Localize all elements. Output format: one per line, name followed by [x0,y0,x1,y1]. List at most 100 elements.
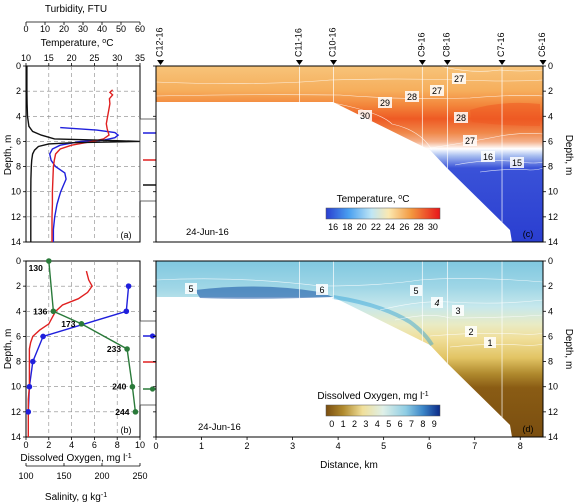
station-lines-d [299,261,503,437]
station-marker [443,60,451,65]
salinity-data-label: 244 [115,407,129,417]
panel-b-lines [27,261,137,437]
series-line-b-1 [27,270,93,437]
do-tick-label: 4 [69,440,74,450]
data-point [26,383,33,390]
turbidity-axis-label: Turbidity, FTU [45,4,107,15]
contour-label-bg [410,285,422,296]
depth-tick-label: 4 [548,306,553,316]
contour-27-lower [429,133,544,149]
data-point [124,346,130,352]
depth-tick-label: 4 [548,111,553,121]
colorbar-tick-label: 18 [342,222,352,232]
contour-label-bg [431,297,443,308]
depth-tick-label: 2 [548,281,553,291]
station-label: C9-16 [416,32,426,57]
contour-label-bg [378,97,392,108]
salinity-data-label: 240 [112,382,126,392]
colorbar-tick-label: 28 [414,222,424,232]
depth-tick-label: 4 [16,111,21,121]
colorbar-tick-label: 8 [420,419,425,429]
colorbar-tick-label: 22 [371,222,381,232]
salinity-axis-label: Salinity, g kg-1 [45,492,107,504]
depth-tick-label: 12 [548,407,558,417]
salinity-tick-label: 150 [56,471,71,481]
colorbar-tick-label: 30 [428,222,438,232]
contour-label: 6 [319,285,324,295]
contour-label: 29 [380,98,390,108]
contour-label-bg [454,112,468,123]
station-marker [539,60,547,65]
contour-27 [439,65,544,72]
contour-do-4 [379,299,544,311]
data-point [30,358,36,365]
panel-c-depth-label: Depth, m [563,135,574,176]
colorbar-tick-label: 0 [329,419,334,429]
contour-do-1 [449,343,544,348]
contour-label-bg [430,85,444,96]
temp-colorbar-title: Temperature, oC [337,194,410,206]
depth-tick-label: 6 [16,136,21,146]
salinity-data-label: 173 [61,319,75,329]
distance-tick-label: 6 [427,441,432,451]
do-tick-label: 10 [135,440,145,450]
contour-label: 27 [454,74,464,84]
contour-do-2 [429,332,544,337]
depth-tick-label: 8 [16,357,21,367]
depth-tick-label: 0 [548,61,553,71]
contour-label-bg [405,91,419,102]
contour-label: 15 [512,158,522,168]
distance-tick-label: 0 [153,441,158,451]
turbidity-tick-label: 10 [40,24,50,34]
turbidity-tick-label: 60 [135,24,145,34]
temp-tick-label: 30 [112,53,122,63]
distance-tick-label: 2 [245,441,250,451]
contour-do-5 [155,278,544,287]
distance-axis-label: Distance, km [320,460,378,471]
temperature-section-fill [156,66,543,242]
turbidity-tick-label: 30 [78,24,88,34]
series-line-a-0 [48,126,120,242]
colorbar-tick-label: 6 [398,419,403,429]
data-point [25,409,32,415]
depth-tick-label: 10 [11,187,21,197]
station-label: C6-16 [537,32,547,57]
salinity-tick-label: 250 [132,471,147,481]
data-point [132,409,139,415]
contour-label-bg [510,157,524,168]
distance-tick-label: 7 [472,441,477,451]
contour-label: 2 [468,327,473,337]
data-point [125,283,132,289]
series-line-b-2 [48,261,137,412]
depth-tick-label: 8 [548,357,553,367]
contour-label-bg [358,110,372,121]
depth-tick-label: 10 [548,187,558,197]
depth-tick-label: 14 [548,237,558,247]
contour-label: 5 [413,286,418,296]
depth-tick-label: 14 [548,432,558,442]
station-marker [498,60,506,65]
depth-tick-label: 2 [16,86,21,96]
distance-tick-label: 3 [290,441,295,451]
panel-c-date: 24-Jun-16 [186,227,229,238]
do-tick-label: 2 [46,440,51,450]
depth-tick-label: 2 [548,86,553,96]
do-colorbar-title: Dissolved Oxygen, mg l-1 [317,391,428,403]
contour-label-bg [185,283,197,294]
temp-colorbar [325,207,441,220]
depth-tick-label: 2 [16,281,21,291]
station-marker [418,60,426,65]
depth-tick-label: 6 [548,136,553,146]
temp-tick-label: 10 [21,53,31,63]
distance-ticks: 0 1 2 3 4 5 6 7 8 [153,437,523,451]
distance-tick-label: 1 [199,441,204,451]
do-axis-label: Dissolved Oxygen, mg l-1 [20,453,131,465]
contour-30 [332,102,433,151]
depth-tick-label: 14 [11,432,21,442]
station-label: C12-16 [155,27,165,57]
salinity-data-label: 233 [107,344,121,354]
station-label: C10-16 [328,27,338,57]
